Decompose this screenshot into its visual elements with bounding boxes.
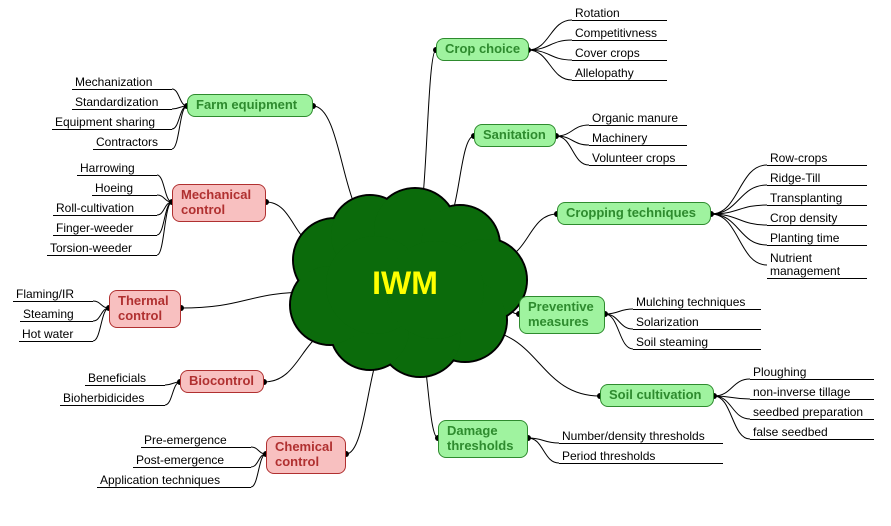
leaf-crop-choice: Rotation bbox=[575, 7, 620, 19]
leaf-underline bbox=[767, 185, 867, 186]
leaf-chemical-control: Post-emergence bbox=[136, 454, 224, 466]
leaf-underline bbox=[60, 405, 165, 406]
center-label: IWM bbox=[305, 265, 505, 302]
leaf-thermal-control: Steaming bbox=[23, 308, 74, 320]
leaf-soil-cultivation: non-inverse tillage bbox=[753, 386, 850, 398]
leaf-underline bbox=[77, 175, 157, 176]
leaf-underline bbox=[750, 439, 874, 440]
leaf-underline bbox=[572, 20, 667, 21]
leaf-farm-equipment: Mechanization bbox=[75, 76, 152, 88]
leaf-underline bbox=[559, 443, 723, 444]
leaf-sanitation: Machinery bbox=[592, 132, 647, 144]
leaf-preventive-measures: Mulching techniques bbox=[636, 296, 745, 308]
leaf-underline bbox=[750, 399, 874, 400]
leaf-underline bbox=[92, 195, 157, 196]
leaf-sanitation: Organic manure bbox=[592, 112, 678, 124]
leaf-mechanical-control: Finger-weeder bbox=[56, 222, 133, 234]
leaf-underline bbox=[133, 467, 251, 468]
leaf-underline bbox=[767, 225, 867, 226]
leaf-underline bbox=[72, 89, 172, 90]
leaf-underline bbox=[13, 301, 93, 302]
leaf-mechanical-control: Harrowing bbox=[80, 162, 135, 174]
leaf-crop-choice: Competitivness bbox=[575, 27, 657, 39]
branch-chemical-control: Chemical control bbox=[266, 436, 346, 474]
branch-crop-choice: Crop choice bbox=[436, 38, 529, 61]
leaf-chemical-control: Application techniques bbox=[100, 474, 220, 486]
leaf-mechanical-control: Hoeing bbox=[95, 182, 133, 194]
leaf-underline bbox=[559, 463, 723, 464]
leaf-mechanical-control: Roll-cultivation bbox=[56, 202, 134, 214]
leaf-cropping-techniques: Nutrient management bbox=[770, 252, 840, 277]
leaf-farm-equipment: Standardization bbox=[75, 96, 158, 108]
leaf-underline bbox=[141, 447, 251, 448]
leaf-underline bbox=[589, 165, 687, 166]
leaf-crop-choice: Allelopathy bbox=[575, 67, 634, 79]
leaf-underline bbox=[85, 385, 165, 386]
leaf-underline bbox=[589, 125, 687, 126]
leaf-soil-cultivation: false seedbed bbox=[753, 426, 828, 438]
leaf-underline bbox=[97, 487, 251, 488]
leaf-thermal-control: Hot water bbox=[22, 328, 73, 340]
leaf-underline bbox=[93, 149, 172, 150]
leaf-underline bbox=[767, 165, 867, 166]
leaf-preventive-measures: Soil steaming bbox=[636, 336, 708, 348]
leaf-mechanical-control: Torsion-weeder bbox=[50, 242, 132, 254]
leaf-underline bbox=[72, 109, 172, 110]
leaf-damage-thresholds: Period thresholds bbox=[562, 450, 655, 462]
leaf-underline bbox=[589, 145, 687, 146]
branch-thermal-control: Thermal control bbox=[109, 290, 181, 328]
leaf-farm-equipment: Equipment sharing bbox=[55, 116, 155, 128]
leaf-underline bbox=[633, 309, 761, 310]
leaf-damage-thresholds: Number/density thresholds bbox=[562, 430, 705, 442]
leaf-preventive-measures: Solarization bbox=[636, 316, 699, 328]
leaf-cropping-techniques: Transplanting bbox=[770, 192, 842, 204]
leaf-underline bbox=[750, 419, 874, 420]
leaf-underline bbox=[633, 329, 761, 330]
leaf-underline bbox=[19, 341, 93, 342]
branch-sanitation: Sanitation bbox=[474, 124, 556, 147]
leaf-chemical-control: Pre-emergence bbox=[144, 434, 227, 446]
leaf-crop-choice: Cover crops bbox=[575, 47, 640, 59]
leaf-underline bbox=[53, 235, 157, 236]
branch-preventive-measures: Preventive measures bbox=[519, 296, 605, 334]
leaf-underline bbox=[20, 321, 93, 322]
branch-biocontrol: Biocontrol bbox=[180, 370, 264, 393]
leaf-cropping-techniques: Ridge-Till bbox=[770, 172, 820, 184]
leaf-underline bbox=[750, 379, 874, 380]
leaf-soil-cultivation: seedbed preparation bbox=[753, 406, 863, 418]
leaf-cropping-techniques: Row-crops bbox=[770, 152, 827, 164]
leaf-farm-equipment: Contractors bbox=[96, 136, 158, 148]
branch-damage-thresholds: Damage thresholds bbox=[438, 420, 528, 458]
leaf-underline bbox=[572, 40, 667, 41]
leaf-cropping-techniques: Crop density bbox=[770, 212, 837, 224]
leaf-underline bbox=[767, 245, 867, 246]
leaf-cropping-techniques: Planting time bbox=[770, 232, 839, 244]
leaf-biocontrol: Beneficials bbox=[88, 372, 146, 384]
leaf-thermal-control: Flaming/IR bbox=[16, 288, 74, 300]
leaf-underline bbox=[767, 205, 867, 206]
leaf-underline bbox=[47, 255, 157, 256]
leaf-underline bbox=[52, 129, 172, 130]
leaf-biocontrol: Bioherbidicides bbox=[63, 392, 144, 404]
leaf-underline bbox=[572, 60, 667, 61]
leaf-underline bbox=[572, 80, 667, 81]
branch-mechanical-control: Mechanical control bbox=[172, 184, 266, 222]
branch-soil-cultivation: Soil cultivation bbox=[600, 384, 714, 407]
leaf-underline bbox=[633, 349, 761, 350]
branch-cropping-techniques: Cropping techniques bbox=[557, 202, 711, 225]
leaf-underline bbox=[767, 278, 867, 279]
leaf-sanitation: Volunteer crops bbox=[592, 152, 675, 164]
leaf-underline bbox=[53, 215, 157, 216]
branch-farm-equipment: Farm equipment bbox=[187, 94, 313, 117]
leaf-soil-cultivation: Ploughing bbox=[753, 366, 806, 378]
